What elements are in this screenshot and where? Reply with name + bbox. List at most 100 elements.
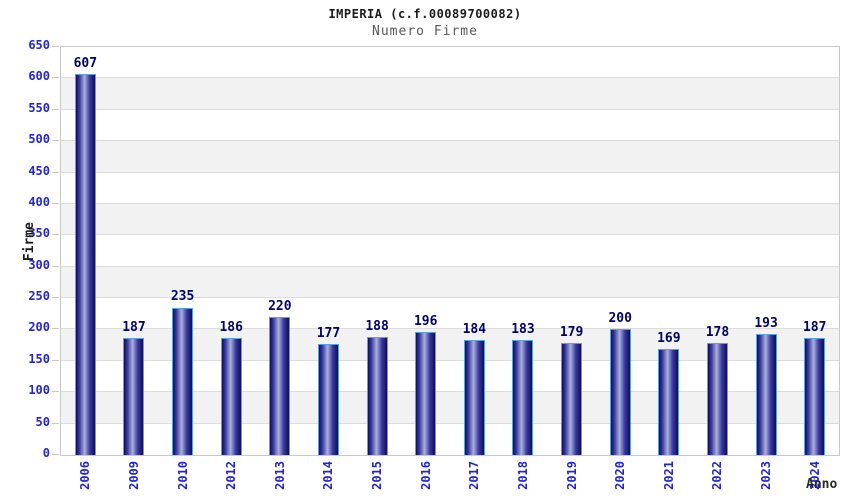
y-tick-mark (52, 328, 59, 330)
bar-2010 (172, 307, 194, 455)
x-tick-label: 2020 (613, 461, 628, 490)
bar-value-label: 200 (608, 311, 632, 327)
bar-value-label: 187 (122, 319, 146, 335)
y-tick-label: 300 (28, 257, 50, 272)
bar-2022 (706, 343, 728, 455)
bar-value-label: 188 (365, 318, 389, 334)
y-tick-label: 500 (28, 132, 50, 147)
gridline (61, 202, 839, 204)
y-tick-mark (52, 391, 59, 393)
x-tick-label: 2010 (175, 461, 190, 490)
y-tick-label: 350 (28, 226, 50, 241)
x-tick-label: 2021 (661, 461, 676, 490)
bar-2012 (220, 338, 242, 455)
y-tick-label: 400 (28, 194, 50, 209)
x-tick-label: 2013 (272, 461, 287, 490)
bar-value-label: 196 (413, 313, 438, 329)
bar-2015 (366, 337, 388, 455)
bar-2014 (317, 343, 339, 455)
x-tick-label: 2023 (759, 461, 774, 490)
bar-value-label: 220 (268, 298, 292, 314)
bar-value-label: 187 (802, 319, 827, 335)
x-axis-title: Anno (806, 477, 838, 492)
x-tick-label: 2019 (564, 461, 579, 490)
x-tick-label: 2022 (710, 461, 725, 490)
plot-band (61, 78, 839, 110)
bar-2018 (512, 340, 534, 455)
plot-band (61, 235, 839, 267)
chart-subtitle: Numero Firme (372, 24, 478, 39)
y-tick-label: 450 (28, 163, 50, 178)
gridline (61, 140, 839, 142)
bar-2020 (609, 329, 631, 455)
bar-2023 (755, 333, 777, 455)
bar-value-label: 184 (462, 321, 487, 337)
y-tick-label: 600 (28, 69, 50, 84)
gridline (61, 108, 839, 110)
y-tick-mark (52, 77, 59, 79)
y-tick-label: 550 (28, 100, 50, 115)
gridline (61, 359, 839, 361)
gridline (61, 297, 839, 299)
plot-band (61, 266, 839, 299)
x-tick-label: 2015 (370, 461, 385, 490)
x-tick-label: 2016 (418, 461, 433, 490)
x-tick-label: 2009 (126, 461, 141, 490)
y-tick-mark (52, 140, 59, 142)
gridline (61, 391, 839, 393)
x-tick-label: 2012 (224, 461, 239, 490)
y-tick-label: 0 (42, 446, 50, 460)
y-tick-label: 250 (28, 289, 50, 304)
y-tick-mark (52, 359, 59, 361)
y-tick-mark (52, 297, 59, 299)
bar-value-label: 186 (219, 320, 243, 336)
y-tick-label: 200 (28, 320, 50, 335)
chart-title: IMPERIA (c.f.00089700082) (328, 7, 522, 21)
gridline (61, 422, 839, 424)
bar-2006 (74, 74, 96, 455)
y-tick-mark (52, 202, 59, 204)
bar-value-label: 177 (316, 325, 341, 341)
x-tick-label: 2017 (467, 461, 482, 490)
gridline (61, 77, 839, 79)
gridline (61, 328, 839, 330)
plot-area: 607 187 235 186 220 177 188 196 184 183 179 200 169 1… (60, 46, 840, 456)
bar-value-label: 179 (559, 324, 584, 340)
plot-band (61, 47, 839, 79)
y-tick-label: 50 (35, 414, 50, 429)
bar-value-label: 178 (705, 325, 730, 341)
bar-2021 (658, 348, 680, 455)
bar-2024 (804, 337, 826, 455)
gridline (61, 265, 839, 267)
bar-value-label: 607 (73, 55, 98, 71)
y-tick-mark (52, 234, 59, 236)
gridline (61, 234, 839, 236)
bar-value-label: 235 (170, 289, 195, 305)
x-tick-label: 2018 (515, 461, 530, 490)
bar-value-label: 183 (511, 322, 535, 338)
x-tick-label: 2006 (78, 461, 93, 490)
plot-band (61, 203, 839, 236)
y-tick-mark (52, 422, 59, 424)
bar-2013 (269, 316, 291, 455)
bar-2019 (561, 342, 583, 455)
x-tick-label: 2014 (321, 461, 336, 490)
plot-band (61, 141, 839, 173)
bar-2009 (123, 337, 145, 455)
y-tick-label: 100 (28, 383, 50, 398)
gridline (61, 171, 839, 173)
y-tick-mark (52, 454, 59, 455)
bar-value-label: 193 (754, 315, 778, 331)
y-tick-mark (52, 171, 59, 173)
bar-value-label: 169 (657, 330, 681, 346)
bar-2016 (415, 331, 437, 455)
y-axis-title: Firme (22, 222, 37, 262)
y-tick-label: 150 (28, 351, 50, 366)
y-tick-mark (52, 46, 59, 47)
bar-2017 (463, 339, 485, 455)
plot-band (61, 109, 839, 142)
y-tick-label: 650 (28, 38, 50, 52)
plot-band (61, 172, 839, 204)
y-tick-mark (52, 265, 59, 267)
